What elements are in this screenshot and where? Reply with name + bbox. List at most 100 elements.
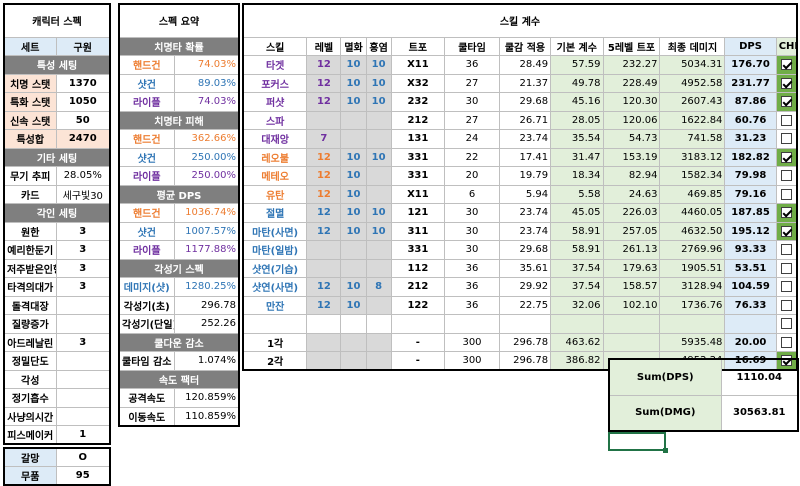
chk-cell[interactable] (775, 240, 798, 260)
chk-cell[interactable] (775, 295, 798, 315)
skill-cell-h[interactable]: 8 (365, 277, 392, 297)
skill-cell-lv[interactable]: 12 (306, 166, 342, 186)
skill-cell-h[interactable]: 10 (365, 55, 392, 75)
selected-cell[interactable] (608, 432, 666, 451)
skill-cell-tp[interactable]: 121 (390, 203, 446, 223)
skill-cell-lv[interactable]: 7 (306, 129, 342, 149)
chk-cell[interactable] (775, 258, 798, 278)
checkbox[interactable] (780, 336, 792, 348)
skill-cell-m[interactable] (340, 314, 367, 334)
skill-cell-lv[interactable] (306, 240, 342, 260)
skill-cell-h[interactable]: 10 (365, 203, 392, 223)
skill-cell-lv[interactable] (306, 314, 342, 334)
engraving-value-input[interactable] (55, 295, 111, 315)
skill-cell-m[interactable]: 10 (340, 147, 367, 167)
skill-cell-lv[interactable]: 12 (306, 203, 342, 223)
skill-cell-h[interactable] (365, 332, 392, 352)
weapon-value[interactable]: 28.05% (55, 166, 111, 186)
checkbox[interactable] (780, 114, 792, 126)
skill-cell-tp[interactable]: - (390, 351, 446, 371)
card-value[interactable]: 세구빛30 (55, 184, 111, 204)
skill-cell-h[interactable]: 10 (365, 92, 392, 112)
engraving-value-input[interactable] (55, 351, 111, 371)
skill-cell-h[interactable] (365, 129, 392, 149)
checkbox[interactable] (780, 244, 792, 255)
checkbox[interactable] (780, 299, 792, 311)
checkbox[interactable] (780, 225, 792, 237)
engraving-value-input[interactable]: 1 (55, 425, 111, 445)
chk-cell[interactable] (775, 147, 798, 167)
skill-cell-lv[interactable]: 12 (306, 92, 342, 112)
skill-cell-tp[interactable]: 331 (390, 147, 446, 167)
skill-cell-m[interactable] (340, 258, 367, 278)
checkbox[interactable] (780, 170, 792, 181)
skill-cell-tp[interactable]: 131 (390, 129, 446, 149)
stat-value-input[interactable]: 50 (55, 110, 111, 130)
skill-cell-m[interactable] (340, 332, 367, 352)
skill-cell-tp[interactable]: 331 (390, 240, 446, 260)
checkbox[interactable] (780, 96, 792, 107)
extra-value-input[interactable]: 95 (55, 466, 111, 486)
skill-cell-tp[interactable]: 122 (390, 295, 446, 315)
skill-cell-m[interactable]: 10 (340, 277, 367, 297)
skill-cell-tp[interactable]: 212 (390, 110, 446, 130)
chk-cell[interactable] (775, 221, 798, 241)
skill-cell-h[interactable]: 10 (365, 221, 392, 241)
chk-cell[interactable] (775, 73, 798, 93)
skill-cell-m[interactable] (340, 351, 367, 371)
checkbox[interactable] (780, 151, 792, 163)
skill-cell-m[interactable]: 10 (340, 92, 367, 112)
skill-cell-tp[interactable]: 112 (390, 258, 446, 278)
skill-cell-m[interactable] (340, 110, 367, 130)
skill-cell-lv[interactable]: 12 (306, 184, 342, 204)
checkbox[interactable] (780, 262, 792, 274)
skill-cell-tp[interactable]: 212 (390, 277, 446, 297)
skill-cell-m[interactable]: 10 (340, 184, 367, 204)
skill-cell-lv[interactable]: 12 (306, 277, 342, 297)
skill-cell-m[interactable]: 10 (340, 55, 367, 75)
fill-handle[interactable] (663, 448, 668, 453)
skill-cell-lv[interactable] (306, 332, 342, 352)
skill-cell-lv[interactable] (306, 110, 342, 130)
skill-cell-h[interactable] (365, 240, 392, 260)
skill-cell-tp[interactable]: 331 (390, 166, 446, 186)
engraving-value-input[interactable]: 3 (55, 258, 111, 278)
skill-cell-tp[interactable]: 311 (390, 221, 446, 241)
skill-cell-tp[interactable]: 232 (390, 92, 446, 112)
skill-cell-lv[interactable]: 12 (306, 55, 342, 75)
skill-cell-h[interactable]: 10 (365, 73, 392, 93)
skill-cell-h[interactable] (365, 166, 392, 186)
chk-cell[interactable] (775, 203, 798, 223)
skill-cell-tp[interactable]: X32 (390, 73, 446, 93)
chk-cell[interactable] (775, 92, 798, 112)
checkbox[interactable] (780, 77, 792, 89)
skill-cell-h[interactable] (365, 110, 392, 130)
skill-cell-lv[interactable]: 12 (306, 221, 342, 241)
chk-cell[interactable] (775, 129, 798, 149)
skill-cell-tp[interactable]: X11 (390, 55, 446, 75)
engraving-value-input[interactable] (55, 388, 111, 408)
skill-cell-lv[interactable] (306, 258, 342, 278)
skill-cell-m[interactable] (340, 129, 367, 149)
skill-cell-m[interactable] (340, 240, 367, 260)
skill-cell-lv[interactable] (306, 351, 342, 371)
skill-cell-h[interactable] (365, 295, 392, 315)
skill-cell-lv[interactable]: 12 (306, 73, 342, 93)
skill-cell-h[interactable] (365, 351, 392, 371)
chk-cell[interactable] (775, 332, 798, 352)
skill-cell-h[interactable]: 10 (365, 147, 392, 167)
checkbox[interactable] (780, 281, 792, 292)
extra-value-input[interactable]: O (55, 447, 111, 467)
skill-cell-tp[interactable] (390, 314, 446, 334)
skill-cell-m[interactable]: 10 (340, 221, 367, 241)
engraving-value-input[interactable] (55, 369, 111, 389)
stat-value-input[interactable]: 1050 (55, 92, 111, 112)
skill-cell-h[interactable] (365, 314, 392, 334)
skill-cell-m[interactable]: 10 (340, 295, 367, 315)
engraving-value-input[interactable] (55, 406, 111, 426)
set-value[interactable]: 구원 (55, 36, 111, 56)
engraving-value-input[interactable] (55, 314, 111, 334)
skill-cell-lv[interactable]: 12 (306, 295, 342, 315)
checkbox[interactable] (780, 59, 792, 70)
skill-cell-tp[interactable]: X11 (390, 184, 446, 204)
